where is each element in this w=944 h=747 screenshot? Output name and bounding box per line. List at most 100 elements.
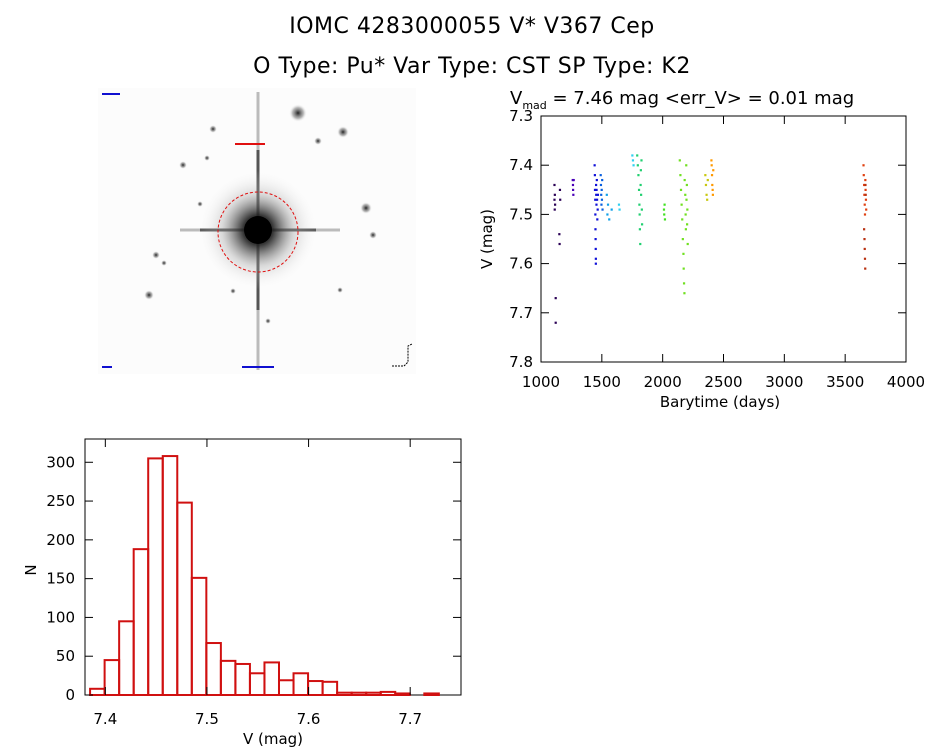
lightcurve-point <box>663 203 666 206</box>
lightcurve-point <box>863 238 866 241</box>
lightcurve-point <box>553 183 556 187</box>
lightcurve-xlabel: Barytime (days) <box>660 393 780 411</box>
lightcurve-point <box>594 262 597 265</box>
histogram-ytick-label: 300 <box>46 453 75 471</box>
histogram-xtick-label: 7.4 <box>93 710 117 728</box>
lightcurve-point <box>595 178 598 182</box>
lightcurve-point <box>711 193 714 196</box>
lightcurve-point <box>594 238 597 241</box>
histogram-xtick-label: 7.6 <box>297 710 321 728</box>
lightcurve-ytick-label: 7.7 <box>509 304 533 322</box>
lightcurve-point <box>593 174 596 177</box>
field-star <box>265 318 271 324</box>
lightcurve-point <box>710 164 713 167</box>
lightcurve-point <box>553 203 557 206</box>
lightcurve-point <box>682 282 686 285</box>
lightcurve-point <box>711 188 714 191</box>
lightcurve-point <box>594 183 598 187</box>
lightcurve-point <box>594 257 597 260</box>
field-star <box>144 290 154 300</box>
lightcurve-point <box>596 218 599 221</box>
lightcurve-point <box>863 228 866 231</box>
lightcurve-point <box>863 203 866 206</box>
lightcurve-point <box>600 198 604 201</box>
histogram-bar <box>336 691 353 697</box>
histogram-bar <box>103 659 121 696</box>
lightcurve-point <box>662 208 666 211</box>
lightcurve-point <box>865 208 868 211</box>
lightcurve-point <box>605 193 608 196</box>
lightcurve-xtick-label: 1500 <box>583 373 621 391</box>
histogram-ylabel: N <box>22 564 40 575</box>
lightcurve-point <box>864 198 868 201</box>
finder-image <box>98 88 416 374</box>
histogram-chart: 7.4 7.5 7.6 7.7 0 50 100 150 200 250 300 V (mag) N <box>22 438 462 747</box>
lightcurve-point <box>680 203 683 206</box>
lightcurve-point <box>558 188 562 191</box>
lightcurve-xtick-label: 1000 <box>522 373 560 391</box>
lightcurve-point <box>558 233 561 236</box>
field-star <box>314 137 322 145</box>
lightcurve-point <box>686 223 689 226</box>
lightcurve-point <box>663 218 667 221</box>
lightcurve-point <box>862 174 865 177</box>
histogram-bar <box>161 455 179 697</box>
lightcurve-point <box>864 267 867 270</box>
lightcurve-point <box>636 154 639 157</box>
lightcurve-point <box>558 242 561 246</box>
lightcurve-ytick-label: 7.4 <box>509 156 533 174</box>
lightcurve-point <box>600 203 603 206</box>
lightcurve-xtick-label: 3500 <box>826 373 864 391</box>
lightcurve-point <box>594 247 597 251</box>
histogram-bar <box>394 692 411 697</box>
lightcurve-point <box>606 203 610 206</box>
histogram-bar <box>176 501 193 696</box>
lightcurve-point <box>553 198 556 201</box>
lightcurve-point <box>712 169 715 172</box>
lightcurve-point <box>640 159 643 162</box>
lightcurve-point <box>595 188 598 191</box>
image-label-mark <box>102 93 120 95</box>
lightcurve-xtick-label: 3000 <box>765 373 803 391</box>
lightcurve-point <box>631 154 634 157</box>
lightcurve-point <box>704 174 707 177</box>
lightcurve-point <box>640 223 644 226</box>
image-label-mark <box>102 366 112 368</box>
lightcurve-point <box>606 213 609 216</box>
lightcurve-point <box>593 164 596 167</box>
lightcurve-chart: Vmad = 7.46 mag <err_V> = 0.01 mag 1000 1… <box>478 88 925 411</box>
lightcurve-point <box>594 198 597 201</box>
histogram-bar <box>350 691 368 697</box>
lightcurve-point <box>599 183 603 187</box>
lightcurve-point <box>711 183 714 187</box>
lightcurve-point <box>637 188 641 191</box>
field-star <box>161 260 167 266</box>
lightcurve-point <box>686 242 689 246</box>
lightcurve-point <box>686 208 689 211</box>
lightcurve-point <box>704 183 708 187</box>
lightcurve-point <box>863 247 866 251</box>
lightcurve-ytick-label: 7.5 <box>509 205 533 223</box>
lightcurve-point <box>608 218 611 221</box>
lightcurve-point <box>595 203 598 206</box>
lightcurve-point <box>640 208 643 211</box>
lightcurve-point <box>559 198 562 201</box>
histogram-bar <box>89 687 106 697</box>
histogram-ytick-label: 200 <box>46 531 75 549</box>
image-label-mark <box>235 143 265 145</box>
lightcurve-point <box>681 238 684 241</box>
lightcurve-point <box>554 297 557 300</box>
lightcurve-point <box>599 174 602 177</box>
field-star <box>369 231 377 239</box>
histogram-bar <box>307 680 324 697</box>
field-star <box>230 288 236 294</box>
lightcurve-ytick-label: 7.8 <box>509 353 533 371</box>
lightcurve-point <box>863 257 867 260</box>
histogram-bar <box>234 662 251 697</box>
compass-mark <box>392 343 413 367</box>
lightcurve-point <box>610 208 613 211</box>
histogram-ytick-label: 150 <box>46 570 75 588</box>
histogram-ytick-label: 250 <box>46 492 75 510</box>
histogram-bar <box>118 620 135 697</box>
